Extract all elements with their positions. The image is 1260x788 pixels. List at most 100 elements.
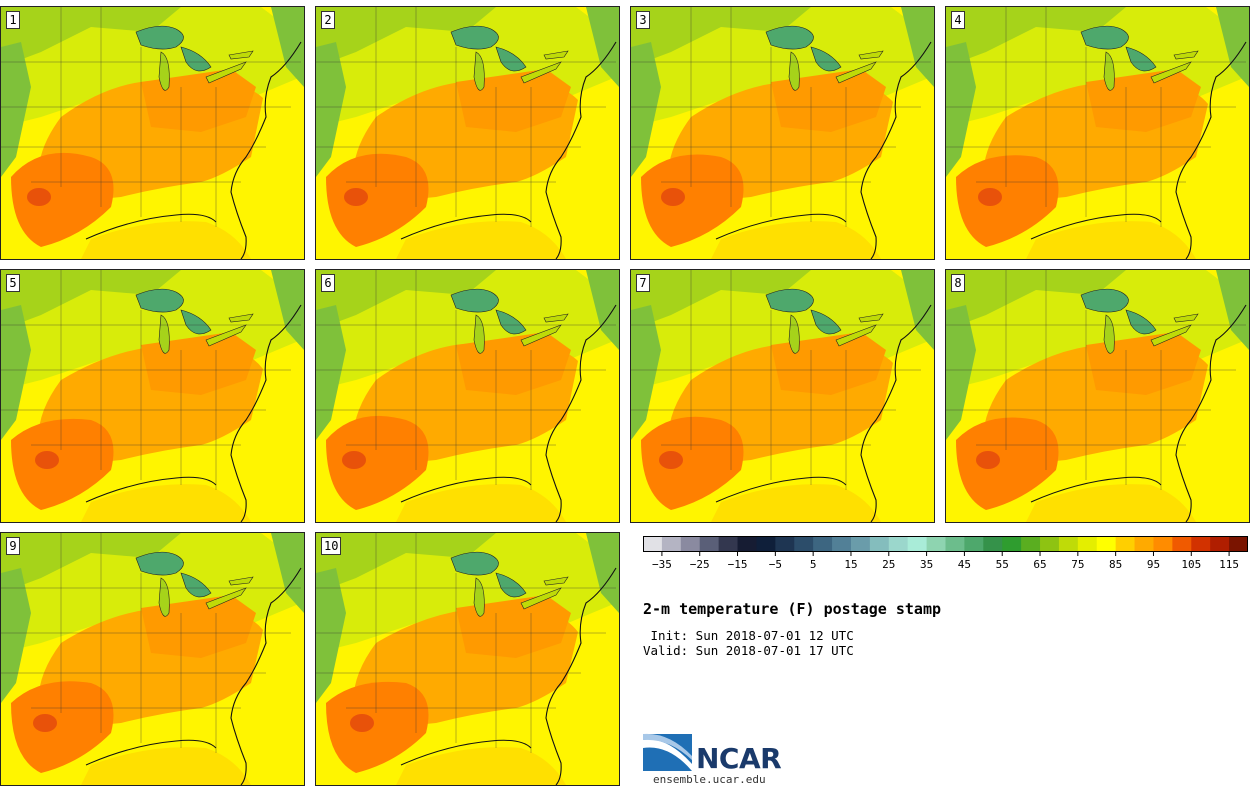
coastline [230, 41, 302, 259]
gulf-coastline [85, 476, 217, 503]
map-panel-member-6: 6 [315, 269, 620, 523]
map-cooler-band [316, 7, 496, 67]
colorbar-tick-label: −5 [769, 558, 782, 571]
map-mountain-band [1, 305, 31, 440]
member-number-label: 2 [321, 11, 335, 29]
map-northeast-cool [586, 270, 619, 350]
colorbar-swatch [699, 536, 720, 552]
map-lake-ontario [228, 576, 254, 586]
ncar-logo-text: NCAR [696, 742, 782, 775]
map-cooler-band [316, 533, 496, 593]
map-cooler-band [316, 270, 496, 330]
colorbar-tick-label: 25 [882, 558, 895, 571]
map-northeast-cool [901, 270, 934, 350]
map-lake-superior [450, 551, 499, 576]
coastline [860, 41, 932, 259]
map-lake-michigan [788, 51, 800, 91]
colorbar-swatch [850, 536, 871, 552]
map-lake-ontario [543, 576, 569, 586]
map-gulf [1026, 484, 1196, 522]
map-lake-huron [180, 46, 212, 72]
map-hot-core [35, 451, 59, 469]
map-northeast-cool [586, 7, 619, 87]
map-panel-member-7: 7 [630, 269, 935, 523]
colorbar-swatch [1040, 536, 1060, 552]
map-lake-erie [835, 61, 877, 84]
map-hot-texas [11, 681, 114, 773]
map-mountain-band [1, 568, 31, 703]
colorbar-tick-label: 55 [996, 558, 1009, 571]
map-lake-superior [765, 288, 814, 313]
colorbar-swatch [1229, 536, 1248, 552]
colorbar-swatch [1021, 536, 1041, 552]
map-lake-michigan [158, 51, 170, 91]
map-warm-ohio-valley [456, 69, 571, 132]
map-warm-ohio-valley [141, 332, 256, 395]
colorbar-tick-label: 85 [1109, 558, 1122, 571]
map-panel-member-2: 2 [315, 6, 620, 260]
map-northeast-cool [1216, 7, 1249, 87]
coastline [230, 304, 302, 522]
map-lake-superior [1080, 288, 1129, 313]
colorbar-tick-label: 75 [1071, 558, 1084, 571]
map-hot-texas [641, 416, 744, 510]
map-lake-erie [205, 61, 247, 84]
temperature-map [631, 7, 934, 259]
member-number-label: 1 [6, 11, 20, 29]
map-lake-superior [765, 25, 814, 50]
colorbar-swatch [832, 536, 852, 552]
member-number-label: 3 [636, 11, 650, 29]
colorbar-swatch [869, 536, 890, 552]
map-lake-erie [205, 324, 247, 347]
map-hot-texas [641, 154, 744, 247]
gulf-coastline [400, 213, 532, 240]
map-mountain-band [631, 305, 661, 440]
map-northeast-cool [271, 7, 304, 87]
coastline [860, 304, 932, 522]
gulf-coastline [85, 213, 217, 240]
colorbar-swatch [661, 536, 682, 552]
map-lake-michigan [473, 314, 485, 354]
coastline [230, 567, 302, 785]
map-hot-core [659, 451, 683, 469]
map-hot-core [350, 714, 374, 732]
map-panel-member-5: 5 [0, 269, 305, 523]
colorbar-swatch [680, 536, 701, 552]
coastline [1175, 41, 1247, 259]
member-number-label: 8 [951, 274, 965, 292]
map-lake-superior [450, 25, 499, 50]
map-lake-ontario [228, 50, 254, 60]
map-lake-ontario [543, 50, 569, 60]
temperature-map [1, 533, 304, 785]
map-gulf [711, 484, 881, 522]
colorbar-swatch [737, 536, 757, 552]
colorbar-swatch [1172, 536, 1192, 552]
member-number-label: 10 [321, 537, 342, 555]
valid-time: Valid: Sun 2018-07-01 17 UTC [643, 643, 854, 658]
colorbar-tick-label: 35 [920, 558, 933, 571]
map-lake-erie [1150, 61, 1192, 84]
temperature-map [946, 270, 1249, 522]
map-northeast-cool [1216, 270, 1249, 350]
colorbar-tick-label: 15 [844, 558, 857, 571]
map-lake-superior [450, 288, 499, 313]
map-lake-ontario [858, 313, 884, 323]
map-lake-erie [520, 587, 562, 610]
map-northeast-cool [586, 533, 619, 613]
member-number-label: 7 [636, 274, 650, 292]
colorbar-swatch [718, 536, 739, 552]
colorbar-swatch [775, 536, 795, 552]
colorbar-swatch [1191, 536, 1211, 552]
gulf-coastline [1030, 476, 1162, 503]
gulf-coastline [85, 739, 217, 766]
init-time: Init: Sun 2018-07-01 12 UTC [643, 628, 854, 643]
map-lake-superior [135, 25, 184, 50]
temperature-map [316, 270, 619, 522]
colorbar-swatch [1153, 536, 1173, 552]
map-lake-erie [520, 324, 562, 347]
coastline [545, 304, 617, 522]
member-number-label: 9 [6, 537, 20, 555]
map-hot-core [976, 451, 1000, 469]
map-lake-huron [810, 309, 842, 335]
colorbar-swatch [756, 536, 776, 552]
